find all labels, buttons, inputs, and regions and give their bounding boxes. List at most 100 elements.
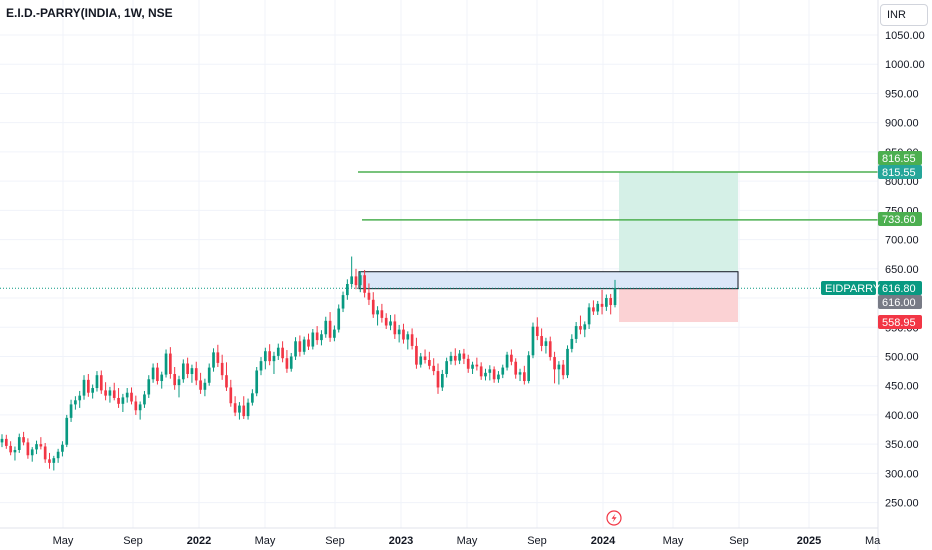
candle — [259, 357, 263, 376]
candle — [583, 321, 587, 338]
candle-body — [462, 353, 466, 359]
candle-body — [574, 326, 578, 339]
candle-body — [397, 329, 401, 335]
candle-body — [173, 374, 177, 386]
candle — [302, 336, 306, 355]
candle — [30, 447, 34, 462]
candle — [445, 357, 448, 378]
candle-body — [156, 367, 159, 382]
candle-body — [544, 341, 548, 346]
candle-body — [259, 361, 263, 371]
stop-loss-zone — [619, 288, 738, 323]
candle — [523, 365, 526, 385]
candle — [99, 370, 103, 394]
candle — [194, 361, 198, 386]
price-badge-text: 616.00 — [882, 297, 916, 309]
time-axis[interactable]: May Sep 2022 May Sep 2023 May Sep 2024 May Sep 2025… — [0, 527, 881, 547]
candle — [432, 358, 436, 376]
candle-body — [371, 299, 375, 315]
candle — [505, 351, 509, 371]
candle — [462, 348, 466, 365]
x-tick-label: Sep — [527, 535, 547, 547]
candle-body — [276, 347, 280, 356]
candle — [242, 396, 246, 420]
candle-body — [333, 329, 336, 338]
candle-body — [190, 368, 194, 375]
candle — [566, 345, 569, 379]
candle — [268, 344, 271, 366]
candle-body — [497, 374, 500, 380]
candle-body — [307, 339, 310, 347]
profit-zone — [619, 171, 738, 289]
currency-selector[interactable]: INR — [880, 4, 928, 26]
candle — [108, 386, 112, 403]
candle-body — [384, 317, 388, 326]
candle-body — [423, 356, 427, 360]
candle — [540, 328, 543, 352]
candle-body — [298, 341, 302, 352]
candle-body — [561, 364, 565, 376]
candle — [371, 292, 375, 318]
candle-body — [540, 336, 543, 346]
y-tick-label: 650.00 — [885, 264, 919, 276]
candle-body — [138, 404, 142, 411]
candle-body — [488, 369, 492, 373]
candle — [13, 446, 17, 461]
candle-body — [605, 298, 608, 307]
candle — [246, 398, 250, 420]
candle-body — [358, 275, 362, 286]
candle — [43, 442, 47, 463]
candle — [535, 317, 539, 341]
candle — [48, 452, 51, 469]
candle-body — [26, 442, 30, 456]
candle — [613, 279, 617, 308]
candle — [376, 306, 379, 326]
candle-body — [579, 326, 582, 330]
candle-body — [354, 276, 358, 286]
candle-body — [242, 405, 246, 417]
candle-body — [471, 364, 474, 369]
candle — [531, 322, 535, 359]
candle-body — [143, 394, 146, 405]
candle — [436, 363, 440, 394]
candle — [548, 336, 552, 361]
x-tick-label: Ma — [865, 535, 881, 547]
horizontal-lines[interactable] — [0, 171, 878, 289]
candle-body — [151, 367, 155, 380]
x-tick-label: 2024 — [591, 535, 616, 547]
candle — [440, 369, 444, 391]
y-tick-label: 350.00 — [885, 439, 919, 451]
candle — [251, 389, 254, 406]
candle-body — [268, 351, 271, 362]
candle — [212, 348, 215, 372]
long-position-tool[interactable] — [358, 171, 739, 323]
candle-body — [557, 364, 561, 370]
candle-body — [302, 339, 306, 352]
y-tick-label: 1000.00 — [885, 59, 925, 71]
candle-body — [324, 320, 328, 335]
candle-body — [125, 392, 129, 398]
candle — [272, 351, 276, 375]
candle-body — [48, 459, 51, 463]
candle-body — [147, 379, 151, 395]
candle-body — [600, 303, 604, 307]
candle — [596, 300, 600, 315]
candle-body — [86, 379, 90, 393]
candle-body — [52, 458, 56, 463]
candle — [104, 382, 107, 401]
candle-body — [117, 397, 120, 404]
candle — [600, 289, 604, 315]
price-axis[interactable]: 1050.001000.00950.00900.00850.00800.0075… — [877, 0, 925, 550]
candle-body — [199, 380, 202, 390]
candle-body — [229, 387, 233, 404]
candle — [65, 414, 69, 448]
dividend-event-icon[interactable] — [606, 510, 622, 526]
candle-body — [501, 367, 505, 375]
candle — [61, 441, 64, 457]
candle — [82, 375, 86, 400]
price-badge-text: 616.80 — [882, 283, 916, 295]
candle — [112, 382, 116, 401]
price-badge: 816.55 — [878, 151, 922, 165]
candle-body — [104, 390, 107, 396]
